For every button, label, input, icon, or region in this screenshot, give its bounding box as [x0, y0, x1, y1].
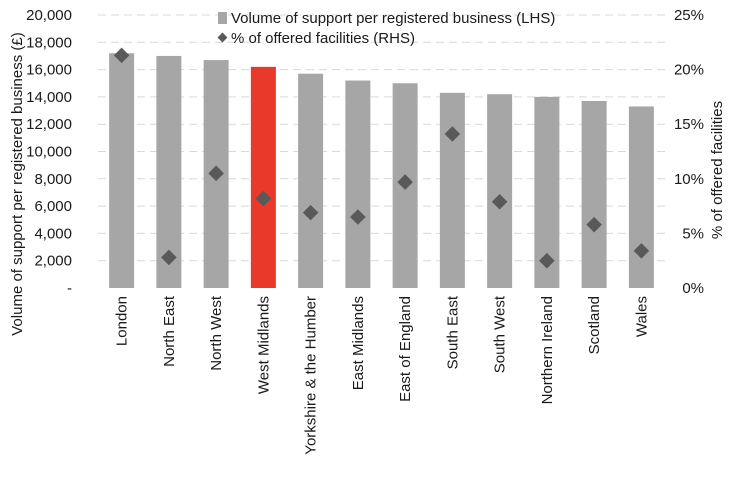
y-tick-label-right: 20% [674, 62, 704, 79]
x-tick-label: Yorkshire & the Humber [303, 296, 320, 455]
x-tick-label: Wales [633, 296, 650, 337]
y-tick-label-left: 6,000 [34, 198, 72, 215]
scatter-point [113, 47, 130, 64]
y-tick-label-left: 2,000 [34, 253, 72, 270]
x-tick-label: South West [492, 295, 509, 373]
bar [581, 100, 607, 289]
grid-lines [98, 14, 665, 262]
x-tick-label: London [114, 296, 131, 346]
bar [628, 106, 654, 288]
bar [345, 80, 371, 289]
legend-bar-label: Volume of support per registered busines… [231, 10, 555, 27]
scatter-point [633, 243, 650, 259]
y-tick-label-left: 12,000 [26, 116, 72, 133]
x-tick-label: East of England [397, 296, 414, 402]
scatter-point [161, 249, 177, 266]
x-tick-label: Scotland [586, 296, 603, 354]
x-tick-label: North East [161, 295, 178, 367]
bar [298, 73, 324, 288]
scatter-point [586, 216, 602, 233]
bar [109, 53, 135, 288]
bar [156, 55, 182, 289]
scatter-point [255, 190, 272, 207]
y-tick-label-right: 0% [682, 280, 704, 297]
y-tick-label-left: 8,000 [34, 171, 72, 188]
y-tick-label-left: - [67, 280, 72, 297]
y-tick-label-left: 20,000 [26, 7, 72, 24]
scatter-point [444, 126, 461, 142]
x-tick-label: East Midlands [350, 296, 367, 390]
marker-series [113, 47, 650, 269]
y-tick-label-right: 15% [674, 116, 704, 133]
right-axis-ticks: 0% 5% 10% 15% 20% 25% [674, 7, 704, 297]
left-axis-ticks: - 2,000 4,000 6,000 8,000 10,000 12,000 14,000 1… [26, 7, 72, 297]
x-tick-label: West Midlands [255, 296, 272, 394]
y-tick-label-left: 4,000 [34, 225, 72, 242]
left-axis-title: Volume of support per registered busines… [9, 32, 26, 336]
x-tick-label: Northern Ireland [539, 296, 556, 404]
bar [487, 94, 513, 288]
bar-series [109, 53, 654, 289]
scatter-point [491, 193, 508, 210]
y-tick-label-left: 18,000 [26, 34, 72, 51]
scatter-point [539, 252, 555, 269]
legend-marker-label: % of offered facilities (RHS) [231, 30, 415, 47]
bar [250, 66, 276, 289]
x-tick-label: South East [444, 295, 461, 369]
y-tick-label-right: 10% [674, 171, 704, 188]
y-tick-label-left: 14,000 [26, 89, 72, 106]
scatter-point [302, 204, 319, 221]
bar [439, 92, 465, 289]
legend: Volume of support per registered busines… [217, 10, 555, 47]
right-axis-title: % of offered facilities [709, 101, 726, 239]
y-tick-label-right: 5% [682, 225, 704, 242]
legend-marker-swatch [217, 32, 228, 43]
y-tick-label-right: 25% [674, 7, 704, 24]
scatter-point [397, 174, 413, 190]
scatter-point [350, 209, 366, 225]
legend-bar-swatch [218, 12, 227, 24]
category-axis-labels: London North East North West West Midlands Y… [114, 295, 651, 455]
y-tick-label-left: 16,000 [26, 62, 72, 79]
x-tick-label: North West [208, 295, 225, 371]
y-tick-label-left: 10,000 [26, 144, 72, 161]
scatter-point [208, 165, 224, 182]
